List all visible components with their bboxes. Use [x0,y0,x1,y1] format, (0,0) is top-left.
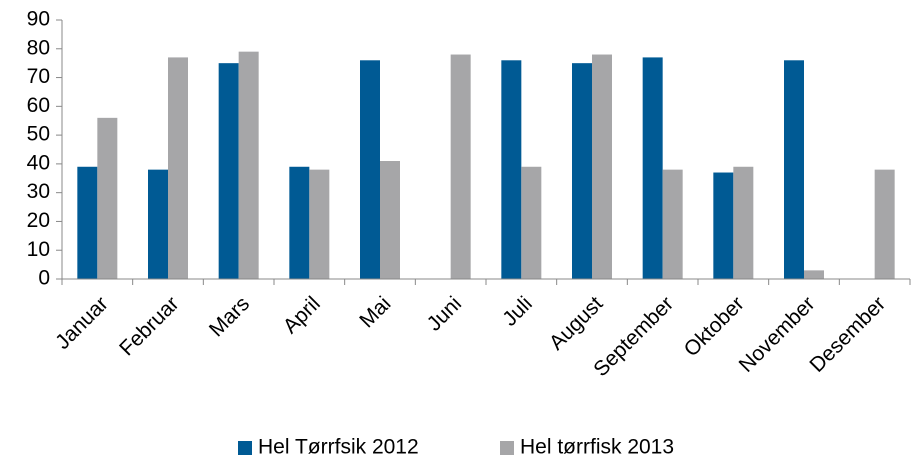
x-tick-label: Januar [51,292,113,354]
x-tick-label: November [735,292,820,377]
bar [380,161,400,279]
x-tick-label: Mars [205,292,254,341]
bar [501,60,522,280]
y-tick-label: 70 [27,65,50,88]
x-tick-label: Juni [423,292,467,336]
bar [521,166,542,279]
bar [238,51,259,280]
bar [360,60,380,280]
x-tick-label: Februar [115,292,183,360]
bar [97,117,118,279]
x-tick-label: Mai [355,292,395,332]
bar [592,54,612,280]
y-tick-label: 10 [27,238,50,261]
y-tick-label: 30 [27,180,50,203]
bar [804,270,824,279]
bar [713,172,734,279]
legend-swatch [238,441,252,455]
x-tick-label: Desember [805,292,890,377]
bar [77,166,98,279]
bar [168,57,188,280]
bar [218,63,239,279]
bar [784,60,804,280]
y-tick-label: 60 [27,94,50,117]
bar [309,169,330,279]
x-tick-label: August [545,292,608,355]
legend-swatch [500,441,514,455]
legend-label: Hel tørrfisk 2013 [520,436,674,459]
bar [662,169,683,279]
y-tick-label: 0 [38,267,50,290]
x-tick-label: Juli [498,292,537,331]
y-tick-label: 90 [27,8,50,31]
bar [289,166,310,279]
bar [874,169,895,279]
y-tick-label: 80 [27,36,50,59]
x-tick-label: April [279,292,325,338]
legend-label: Hel Tørrfsik 2012 [258,436,419,459]
y-tick-label: 40 [27,151,50,174]
bar [733,166,754,279]
x-tick-label: Oktober [680,292,749,361]
bar [572,63,592,279]
bar [642,57,663,280]
bar [450,54,471,280]
bar [148,169,168,279]
y-tick-label: 50 [27,123,50,146]
y-tick-label: 20 [27,209,50,232]
